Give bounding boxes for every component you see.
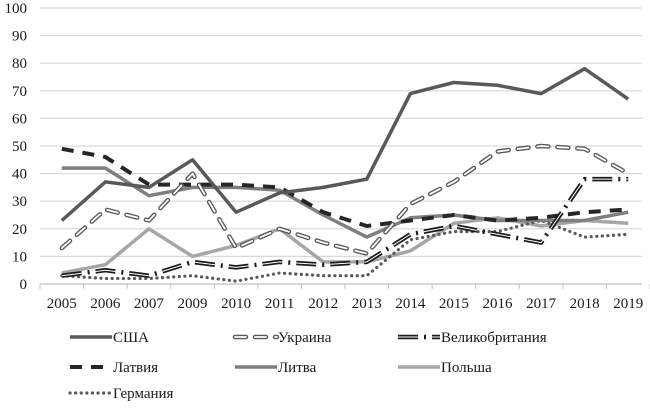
x-tick-label: 2012: [308, 296, 338, 312]
series-line-group: [60, 66, 630, 222]
legend-label: Латвия: [113, 360, 158, 376]
legend-label: Литва: [278, 360, 317, 376]
x-tick-label: 2013: [352, 296, 382, 312]
y-tick-label: 50: [12, 139, 27, 155]
series-line-group: [59, 143, 631, 256]
series-line-group: [61, 176, 629, 278]
legend: США Украина Великобритания Латвия Литва Польш…: [68, 330, 547, 402]
legend-label: Польша: [441, 360, 492, 376]
series-line-group: [61, 166, 629, 239]
x-tick-label: 2006: [90, 296, 121, 312]
legend-label: Германия: [113, 386, 174, 402]
series-line: [60, 66, 630, 222]
legend-label: Великобритания: [441, 330, 547, 346]
x-tick-label: 2015: [439, 296, 469, 312]
legend-item: Литва: [235, 360, 317, 376]
series-line: [61, 178, 629, 277]
x-tick-label: 2014: [395, 296, 426, 312]
x-tick-label: 2018: [570, 296, 600, 312]
legend-item: Польша: [398, 360, 492, 376]
legend-item: США: [70, 330, 149, 346]
series-line: [61, 166, 629, 239]
y-tick-label: 10: [12, 249, 27, 265]
legend-item: Германия: [68, 386, 174, 402]
x-tick-label: 2005: [47, 296, 77, 312]
y-tick-label: 40: [12, 167, 27, 183]
legend-label: США: [113, 330, 149, 346]
series-lines: [59, 66, 631, 283]
series-line: [60, 145, 630, 255]
legend-label: Украина: [278, 330, 332, 346]
x-axis: 2005 2006 2007 2009 2010 2011 2012 2013 2014 2015…: [39, 283, 650, 312]
x-tick-label: 2009: [178, 296, 208, 312]
legend-item: Украина: [232, 330, 332, 346]
x-tick-label: 2016: [483, 296, 514, 312]
y-tick-label: 80: [12, 56, 27, 72]
y-tick-label: 90: [12, 29, 27, 45]
series-line: [59, 143, 631, 256]
x-tick-label: 2007: [134, 296, 165, 312]
x-tick-label: 2019: [613, 296, 643, 312]
series-line: [60, 218, 630, 283]
x-tick-label: 2010: [221, 296, 251, 312]
y-tick-label: 0: [20, 277, 28, 293]
y-tick-label: 60: [12, 111, 27, 127]
y-axis-ticks: 0 10 20 30 40 50 60 70 80 90 100: [5, 1, 28, 293]
y-tick-label: 70: [12, 84, 27, 100]
gridlines: [40, 7, 642, 257]
x-tick-label: 2011: [265, 296, 294, 312]
legend-item: Великобритания: [398, 330, 547, 346]
series-line-group: [61, 146, 629, 228]
series-line-group: [60, 218, 630, 283]
y-tick-label: 100: [5, 1, 28, 17]
y-tick-label: 30: [12, 194, 27, 210]
y-tick-label: 20: [12, 222, 27, 238]
x-tick-label: 2017: [526, 296, 557, 312]
legend-item: Латвия: [70, 360, 158, 376]
series-line: [61, 146, 629, 228]
